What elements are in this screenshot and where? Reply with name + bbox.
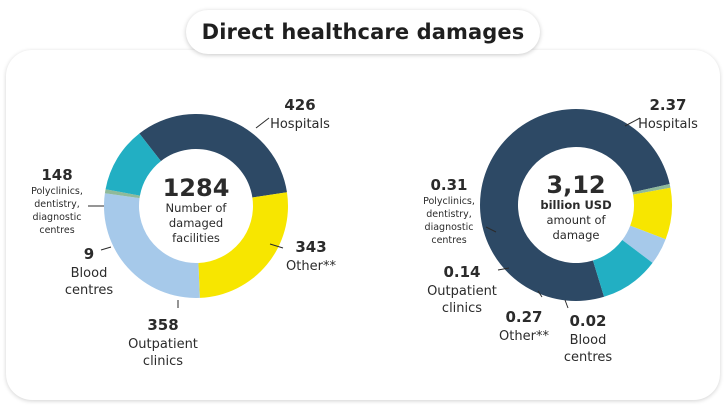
slice-label-blood: centres [65, 283, 114, 298]
center-label: damaged [169, 216, 223, 230]
slice-value-other: 343 [295, 238, 326, 256]
slice-value-outpatient: 358 [147, 316, 178, 334]
center-label: facilities [172, 231, 220, 245]
slice-label-polyclinics: diagnostic [33, 212, 82, 223]
slice-label-polyclinics: Polyclinics, [31, 186, 83, 197]
slice-value-polyclinics: 148 [41, 166, 72, 184]
center-label: billion USD [540, 198, 611, 212]
slice-label-outpatient: Outpatient [427, 284, 497, 299]
slice-value-blood: 0.02 [569, 312, 606, 330]
leader-line-hospitals [624, 117, 641, 127]
slice-label-outpatient: clinics [143, 354, 183, 369]
slice-value-other: 0.27 [505, 308, 542, 326]
slice-outpatient [622, 225, 666, 263]
center-value: 1284 [163, 174, 230, 202]
slice-label-hospitals: Hospitals [638, 117, 698, 132]
leader-line-other [537, 290, 543, 298]
center-value: 3,12 [546, 171, 605, 199]
slice-label-blood: Blood [570, 333, 607, 348]
slice-value-outpatient: 0.14 [443, 263, 480, 281]
donut-chart-1: 426 Hospitals 343 Other** 358 Outpatient clini… [31, 96, 336, 369]
slice-value-blood: 9 [84, 245, 94, 263]
slice-other [630, 187, 672, 240]
slice-label-hospitals: Hospitals [270, 117, 330, 132]
slice-hospitals [479, 109, 670, 302]
slice-polyclinics [105, 133, 161, 196]
slice-label-outpatient: Outpatient [128, 337, 198, 352]
slice-other [198, 192, 288, 298]
slice-value-hospitals: 426 [284, 96, 315, 114]
leader-line-blood [100, 246, 112, 251]
slice-value-hospitals: 2.37 [649, 96, 686, 114]
slice-outpatient [104, 193, 200, 298]
slice-label-polyclinics: dentistry, [34, 199, 79, 210]
leader-line-other [269, 243, 284, 249]
slice-label-blood: Blood [71, 266, 108, 281]
slice-label-other: Other** [499, 329, 549, 344]
leader-line-hospitals [255, 117, 270, 129]
leader-line-outpatient [497, 267, 510, 271]
slice-label-outpatient: clinics [442, 301, 482, 316]
slice-hospitals [139, 114, 287, 198]
leader-line-polyclinics [485, 226, 497, 233]
center-label: damage [553, 228, 600, 242]
slice-label-polyclinics: centres [431, 235, 466, 246]
slice-label-polyclinics: dentistry, [426, 209, 471, 220]
slice-label-polyclinics: centres [39, 225, 74, 236]
slice-label-polyclinics: diagnostic [425, 222, 474, 233]
leader-line-blood [564, 299, 569, 309]
slice-polyclinics [592, 239, 653, 297]
slice-label-other: Other** [286, 259, 336, 274]
center-label: amount of [546, 213, 606, 227]
page-title: Direct healthcare damages [186, 10, 540, 54]
donut-chart-2: 2.37 Hospitals 0.02 Blood centres 0.27 Other**… [423, 96, 698, 365]
slice-blood [632, 183, 671, 195]
slice-value-polyclinics: 0.31 [430, 176, 467, 194]
center-label: Number of [166, 201, 228, 215]
slice-label-polyclinics: Polyclinics, [423, 196, 475, 207]
slice-label-blood: centres [564, 350, 613, 365]
slice-blood [104, 189, 140, 199]
